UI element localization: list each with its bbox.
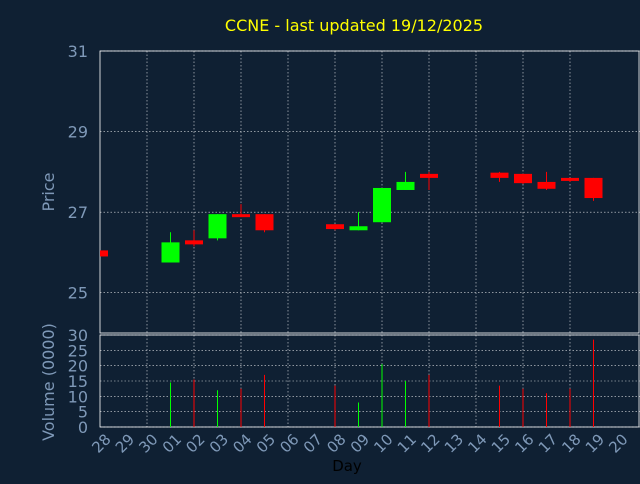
candle-body xyxy=(420,173,438,178)
plot-frames xyxy=(99,50,640,428)
price-tick-label: 27 xyxy=(68,203,88,222)
volume-tick-label: 20 xyxy=(68,357,88,376)
candle-body xyxy=(396,181,415,190)
volume-tick-label: 10 xyxy=(68,387,88,406)
price-tick-label: 31 xyxy=(68,42,88,61)
candle-body xyxy=(373,187,391,223)
price-axis-label: Price xyxy=(39,172,58,211)
volume-tick-label: 30 xyxy=(68,326,88,345)
candle-body xyxy=(185,240,203,245)
volume-tick-label: 25 xyxy=(68,341,88,360)
price-plot-frame xyxy=(99,50,640,334)
volume-plot-frame xyxy=(99,334,640,428)
candle-body xyxy=(561,177,579,181)
candle-body xyxy=(537,181,556,189)
candle-body xyxy=(232,214,250,218)
candle-body xyxy=(584,177,603,199)
volume-tick-label: 15 xyxy=(68,372,88,391)
volume-tick-label: 0 xyxy=(78,418,88,437)
chart-title: CCNE - last updated 19/12/2025 xyxy=(225,16,483,35)
candle-body xyxy=(514,173,532,184)
candle-body xyxy=(349,226,368,231)
candle-body xyxy=(208,214,227,239)
candles xyxy=(100,171,603,263)
candle-body xyxy=(326,224,344,230)
volume-bars xyxy=(170,339,594,427)
volume-tick-label: 5 xyxy=(78,403,88,422)
candle-body xyxy=(161,242,180,263)
candle-body xyxy=(255,214,274,231)
price-tick-label: 29 xyxy=(68,123,88,142)
volume-axis-label: Volume (0000) xyxy=(39,323,58,441)
price-tick-label: 25 xyxy=(68,284,88,303)
candle-body xyxy=(100,250,108,257)
candle-body xyxy=(490,172,509,178)
x-axis-label: Day xyxy=(332,457,362,475)
